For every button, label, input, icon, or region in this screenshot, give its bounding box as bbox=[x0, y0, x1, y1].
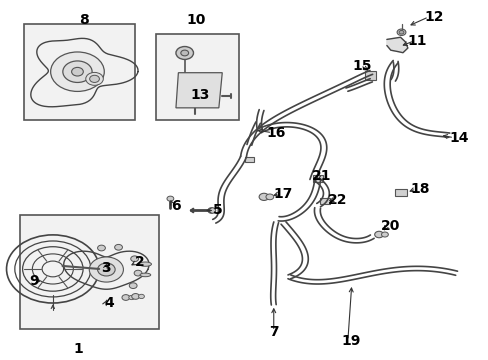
Bar bbox=[24, 24, 135, 120]
Ellipse shape bbox=[139, 262, 151, 266]
Text: 7: 7 bbox=[268, 325, 278, 339]
Text: 17: 17 bbox=[273, 186, 293, 201]
Text: 9: 9 bbox=[29, 274, 39, 288]
Circle shape bbox=[396, 29, 405, 36]
Circle shape bbox=[181, 50, 188, 56]
Circle shape bbox=[62, 61, 92, 82]
Bar bbox=[245, 157, 254, 162]
Text: 4: 4 bbox=[104, 296, 114, 310]
Text: 21: 21 bbox=[311, 170, 330, 183]
Circle shape bbox=[398, 31, 403, 34]
Circle shape bbox=[71, 67, 83, 76]
Text: 15: 15 bbox=[352, 59, 371, 73]
Circle shape bbox=[134, 270, 142, 276]
Text: 12: 12 bbox=[423, 10, 443, 24]
Text: 19: 19 bbox=[341, 334, 360, 348]
Text: 2: 2 bbox=[135, 256, 144, 270]
Text: 20: 20 bbox=[380, 219, 400, 233]
Bar bbox=[20, 215, 159, 329]
Text: 14: 14 bbox=[448, 131, 468, 145]
Text: 6: 6 bbox=[171, 199, 181, 213]
Circle shape bbox=[122, 294, 129, 300]
Text: 18: 18 bbox=[409, 182, 429, 196]
Text: 1: 1 bbox=[74, 342, 83, 356]
Circle shape bbox=[166, 196, 173, 201]
Bar bbox=[365, 71, 375, 80]
Circle shape bbox=[51, 52, 104, 91]
Circle shape bbox=[129, 283, 137, 288]
Circle shape bbox=[128, 295, 134, 300]
Circle shape bbox=[89, 75, 99, 82]
Bar bbox=[312, 175, 322, 182]
Text: 11: 11 bbox=[407, 34, 427, 48]
Circle shape bbox=[98, 263, 115, 276]
Circle shape bbox=[265, 194, 273, 200]
Text: 22: 22 bbox=[327, 193, 346, 207]
Circle shape bbox=[381, 232, 387, 237]
Circle shape bbox=[85, 72, 103, 85]
Circle shape bbox=[207, 208, 215, 213]
Text: 3: 3 bbox=[101, 261, 110, 275]
Text: 5: 5 bbox=[212, 203, 222, 217]
Ellipse shape bbox=[140, 273, 150, 277]
Polygon shape bbox=[386, 37, 407, 53]
Bar bbox=[320, 198, 329, 204]
Circle shape bbox=[130, 256, 138, 262]
Circle shape bbox=[131, 293, 139, 299]
Circle shape bbox=[98, 245, 105, 251]
Circle shape bbox=[114, 244, 122, 250]
Circle shape bbox=[374, 231, 383, 238]
Text: 8: 8 bbox=[79, 13, 88, 27]
Bar bbox=[394, 189, 406, 196]
Circle shape bbox=[138, 294, 144, 298]
Bar bbox=[156, 34, 238, 120]
Circle shape bbox=[89, 257, 123, 282]
Circle shape bbox=[259, 193, 268, 201]
Circle shape bbox=[176, 46, 193, 59]
Text: 10: 10 bbox=[185, 13, 205, 27]
Text: 16: 16 bbox=[266, 126, 285, 140]
Text: 13: 13 bbox=[189, 87, 209, 102]
Polygon shape bbox=[176, 73, 222, 108]
